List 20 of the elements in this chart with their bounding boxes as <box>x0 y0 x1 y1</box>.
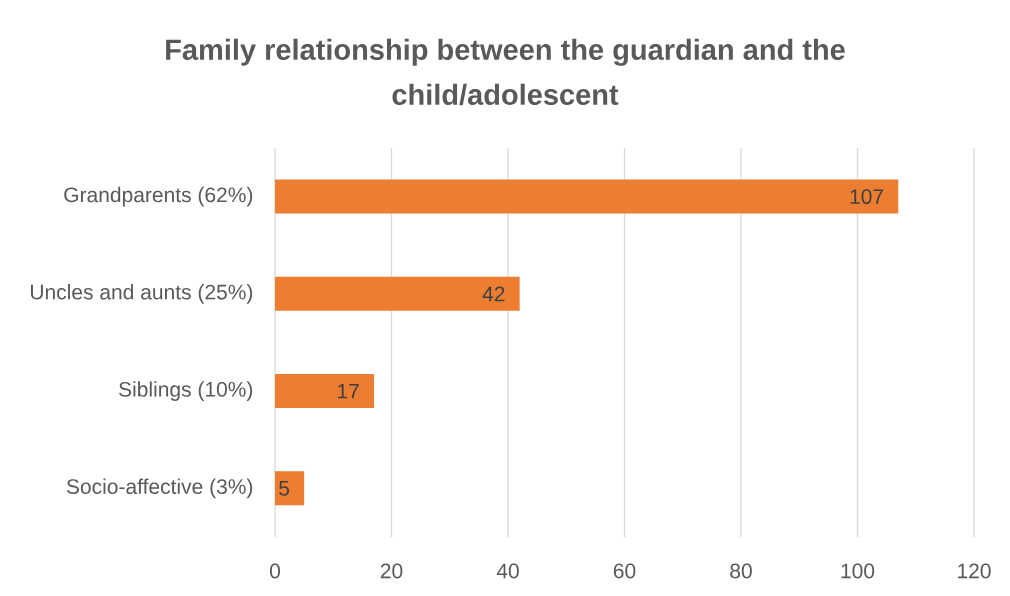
bar <box>275 374 375 409</box>
x-tick-label: 100 <box>841 563 875 579</box>
data-label: 17 <box>338 383 359 399</box>
data-label: 5 <box>279 481 290 496</box>
x-tick-label: 40 <box>496 563 519 579</box>
data-label: 42 <box>482 286 505 302</box>
y-tick-label: Siblings (10%) <box>119 381 253 401</box>
y-tick-label: Grandparents (62%) <box>64 186 253 207</box>
chart-title: Family relationship between the guardian and the child/adolescent <box>166 38 845 106</box>
x-tick-label: 120 <box>958 563 991 579</box>
bar <box>275 471 305 506</box>
bar <box>275 276 520 311</box>
y-tick-label: Uncles and aunts (25%) <box>30 284 253 304</box>
x-tick-label: 80 <box>730 563 752 579</box>
x-tick-label: 60 <box>613 563 636 579</box>
x-tick-label: 20 <box>380 563 403 579</box>
x-tick-label: 0 <box>269 563 281 579</box>
y-tick-label: Socio-affective (3%) <box>66 478 253 499</box>
data-label: 107 <box>850 189 884 205</box>
bar <box>275 179 899 214</box>
